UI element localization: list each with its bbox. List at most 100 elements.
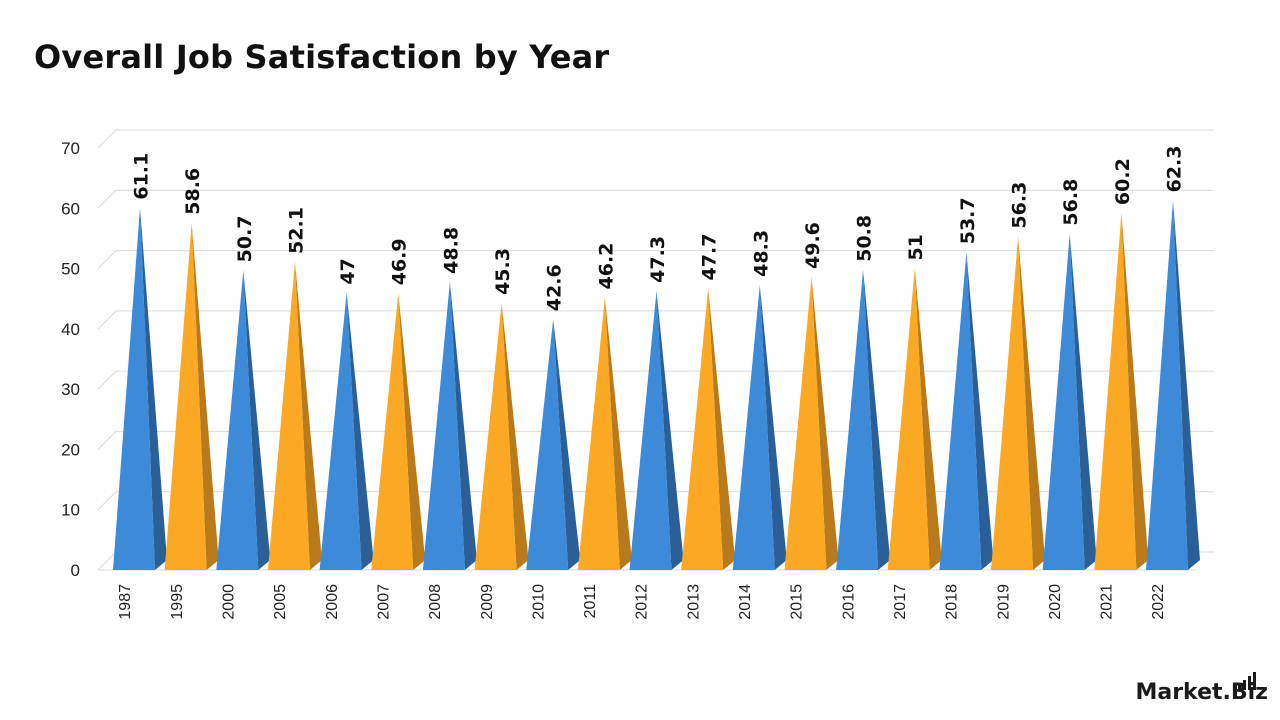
pyramid-front-face: [1094, 213, 1137, 570]
pyramid-side-face: [708, 288, 736, 570]
gridline-depth: [97, 491, 117, 511]
x-tick-label: 2000: [221, 584, 238, 620]
data-label: 46.2: [595, 243, 617, 290]
gridline-depth: [97, 189, 117, 209]
pyramid-front-face: [474, 302, 517, 570]
pyramid-front-face: [371, 293, 414, 570]
data-label: 53.7: [957, 197, 979, 244]
pyramid-side-face: [398, 293, 426, 570]
data-label: 47: [337, 258, 359, 284]
pyramid-side-face: [863, 269, 891, 570]
pyramid-side-face: [346, 292, 374, 570]
pyramid-side-face: [1018, 236, 1046, 570]
pyramid-side-face: [966, 252, 994, 570]
y-tick-label: 10: [61, 501, 80, 520]
data-label: 58.6: [182, 168, 204, 215]
data-label: 50.8: [854, 215, 876, 262]
x-tick-label: 2014: [737, 584, 754, 620]
x-tick-label: 2016: [840, 584, 857, 620]
x-tick-label: 2009: [479, 584, 496, 620]
y-tick-label: 70: [61, 139, 80, 158]
pyramid-front-face: [681, 288, 724, 570]
pyramid-side-face: [243, 270, 271, 570]
y-tick-label: 20: [61, 440, 80, 459]
pyramid-side-face: [1121, 213, 1149, 570]
pyramid-side-face: [294, 261, 322, 570]
pyramid-front-face: [422, 281, 465, 570]
pyramid-side-face: [1173, 200, 1200, 571]
pyramid-front-face: [113, 207, 155, 570]
pyramid-front-face: [1146, 200, 1188, 571]
pyramid-side-face: [553, 319, 581, 570]
x-tick-label: 2015: [789, 584, 806, 620]
data-label: 49.6: [802, 222, 824, 269]
pyramid-side-face: [1069, 233, 1097, 570]
data-label: 42.6: [544, 264, 566, 311]
data-label: 51: [905, 234, 927, 260]
data-label: 60.2: [1112, 158, 1134, 205]
pyramid-front-face: [319, 292, 362, 570]
data-label: 48.8: [440, 227, 462, 274]
data-label: 46.9: [389, 238, 411, 285]
pyramid-side-face: [914, 268, 942, 570]
data-label: 62.3: [1164, 146, 1186, 193]
chart-title: Overall Job Satisfaction by Year: [34, 38, 610, 76]
pyramid-front-face: [1042, 233, 1085, 570]
x-tick-label: 2012: [634, 584, 651, 620]
pyramid-side-face: [449, 281, 477, 570]
pyramid-side-face: [811, 276, 839, 570]
data-label: 47.3: [647, 236, 669, 283]
x-tick-label: 2008: [427, 584, 444, 620]
x-tick-label: 1995: [169, 584, 186, 620]
y-tick-label: 60: [61, 199, 80, 218]
y-tick-label: 0: [71, 561, 80, 580]
pyramid-front-face: [216, 270, 259, 570]
x-tick-label: 2006: [324, 584, 341, 620]
pyramid-front-face: [577, 297, 620, 570]
data-label: 61.1: [131, 153, 153, 200]
gridline-depth: [97, 129, 117, 149]
pyramid-front-face: [732, 284, 775, 570]
y-tick-label: 40: [61, 320, 80, 339]
data-label: 47.7: [699, 234, 721, 281]
pyramid-front-face: [526, 319, 569, 570]
pyramid-front-face: [629, 290, 672, 570]
x-tick-label: 2019: [995, 584, 1012, 620]
gridline-depth: [97, 310, 117, 330]
x-tick-label: 2022: [1150, 584, 1167, 620]
pyramid-side-face: [191, 222, 219, 570]
pyramid-side-face: [501, 302, 529, 570]
logo-bars-icon: [1238, 672, 1256, 690]
pyramid-side-face: [604, 297, 632, 570]
pyramid-front-face: [836, 269, 879, 570]
market-biz-logo: Market.Biz: [1135, 672, 1268, 704]
gridline-depth: [97, 551, 117, 571]
x-tick-label: 2020: [1047, 584, 1064, 620]
data-label: 50.7: [234, 215, 256, 262]
x-tick-label: 2013: [685, 584, 702, 620]
pyramid-front-face: [887, 268, 930, 570]
data-label: 56.3: [1009, 182, 1031, 229]
data-label: 52.1: [285, 207, 307, 254]
pyramid-side-face: [656, 290, 684, 570]
logo-text: Market.Biz: [1135, 680, 1268, 705]
x-tick-label: 2007: [375, 584, 392, 620]
data-label: 56.8: [1060, 179, 1082, 226]
pyramid-front-face: [939, 252, 982, 570]
x-tick-label: 2021: [1099, 584, 1116, 620]
pyramid-side-face: [140, 207, 167, 570]
x-tick-label: 2018: [944, 584, 961, 620]
x-tick-label: 2005: [272, 584, 289, 620]
x-tick-label: 2010: [530, 584, 547, 620]
x-tick-label: 2017: [892, 584, 909, 620]
gridline-depth: [97, 431, 117, 450]
pyramid-front-face: [164, 222, 207, 570]
pyramid-front-face: [267, 261, 310, 570]
y-tick-label: 50: [61, 260, 80, 279]
data-label: 48.3: [750, 230, 772, 277]
gridline-depth: [97, 250, 117, 269]
pyramid-front-face: [991, 236, 1034, 570]
x-tick-label: 2011: [582, 584, 599, 619]
pyramid-side-face: [759, 284, 787, 570]
